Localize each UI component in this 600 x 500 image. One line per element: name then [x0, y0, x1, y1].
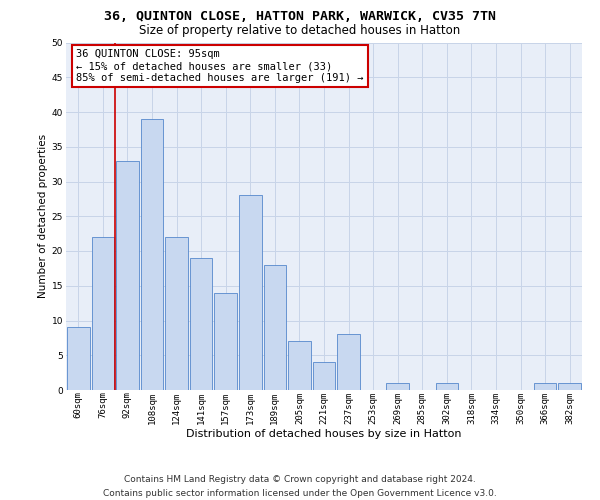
Bar — [190, 258, 212, 390]
Bar — [337, 334, 360, 390]
Bar — [239, 196, 262, 390]
Text: Size of property relative to detached houses in Hatton: Size of property relative to detached ho… — [139, 24, 461, 37]
Text: Contains HM Land Registry data © Crown copyright and database right 2024.
Contai: Contains HM Land Registry data © Crown c… — [103, 476, 497, 498]
Bar — [386, 383, 409, 390]
Bar — [559, 383, 581, 390]
Text: 36 QUINTON CLOSE: 95sqm
← 15% of detached houses are smaller (33)
85% of semi-de: 36 QUINTON CLOSE: 95sqm ← 15% of detache… — [76, 50, 364, 82]
Bar — [92, 237, 114, 390]
Bar — [165, 237, 188, 390]
X-axis label: Distribution of detached houses by size in Hatton: Distribution of detached houses by size … — [186, 429, 462, 439]
Bar — [263, 265, 286, 390]
Bar — [116, 160, 139, 390]
Bar — [436, 383, 458, 390]
Bar — [534, 383, 556, 390]
Bar — [140, 119, 163, 390]
Bar — [288, 342, 311, 390]
Y-axis label: Number of detached properties: Number of detached properties — [38, 134, 47, 298]
Bar — [67, 328, 89, 390]
Bar — [214, 292, 237, 390]
Text: 36, QUINTON CLOSE, HATTON PARK, WARWICK, CV35 7TN: 36, QUINTON CLOSE, HATTON PARK, WARWICK,… — [104, 10, 496, 23]
Bar — [313, 362, 335, 390]
